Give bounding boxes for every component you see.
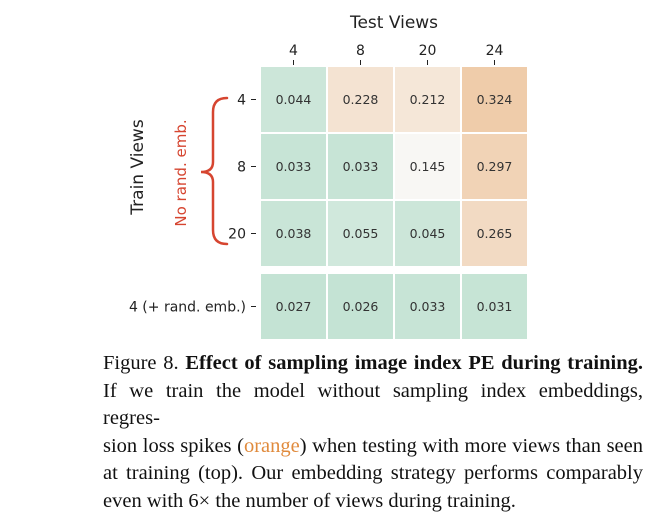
caption-title: Effect of sampling image index PE during… [185,352,643,374]
caption-line-5: even with 6× the number of views during … [103,488,643,515]
caption-line-3-end: ) when testing with more views than seen [300,435,643,457]
top-cell-label-2-3: 0.265 [477,226,513,241]
caption-line-2: If we train the model without sampling i… [103,378,643,433]
bottom-row-label-0: 4 (+ rand. emb.) [129,300,246,316]
heatmap-figure: Test Views 4 8 20 24 0.044 0.228 0.212 0.324 4 0.0… [0,0,655,345]
bottom-cell-label-0-1: 0.026 [343,299,379,314]
bottom-cell-label-0-2: 0.033 [410,299,446,314]
caption-line-4: at training (top). Our embedding strateg… [103,460,643,488]
y-axis-title: Train Views [128,119,148,216]
top-cell-label-1-0: 0.033 [276,159,312,174]
top-cell-label-1-3: 0.297 [477,159,513,174]
top-cell-label-2-1: 0.055 [343,226,379,241]
top-row-label-0: 4 [237,93,246,109]
x-tick-label-4: 4 [289,43,298,59]
top-cell-label-2-2: 0.045 [410,226,446,241]
caption-figure-label: Figure 8. [103,352,179,374]
top-cell-label-1-2: 0.145 [410,159,446,174]
x-tick-label-24: 24 [486,43,504,59]
top-cell-label-0-0: 0.044 [276,92,312,107]
x-axis-title: Test Views [349,13,438,33]
top-cell-label-1-1: 0.033 [343,159,379,174]
figure-caption: Figure 8. Effect of sampling image index… [103,350,643,515]
top-cell-label-0-3: 0.324 [477,92,513,107]
caption-orange-word: orange [244,435,300,457]
top-cell-label-0-1: 0.228 [343,92,379,107]
bottom-cell-label-0-3: 0.031 [477,299,513,314]
x-tick-label-8: 8 [356,43,365,59]
caption-line-3-start: sion loss spikes ( [103,435,244,457]
top-row-label-2: 20 [228,227,246,243]
caption-line-1: Figure 8. Effect of sampling image index… [103,350,643,378]
bottom-cell-label-0-0: 0.027 [276,299,312,314]
x-tick-label-20: 20 [419,43,437,59]
caption-line-3: sion loss spikes (orange) when testing w… [103,433,643,461]
top-cell-label-0-2: 0.212 [410,92,446,107]
curly-bracket [201,98,227,244]
top-row-label-1: 8 [237,160,246,176]
top-cell-label-2-0: 0.038 [276,226,312,241]
bracket-label: No rand. emb. [172,119,190,226]
